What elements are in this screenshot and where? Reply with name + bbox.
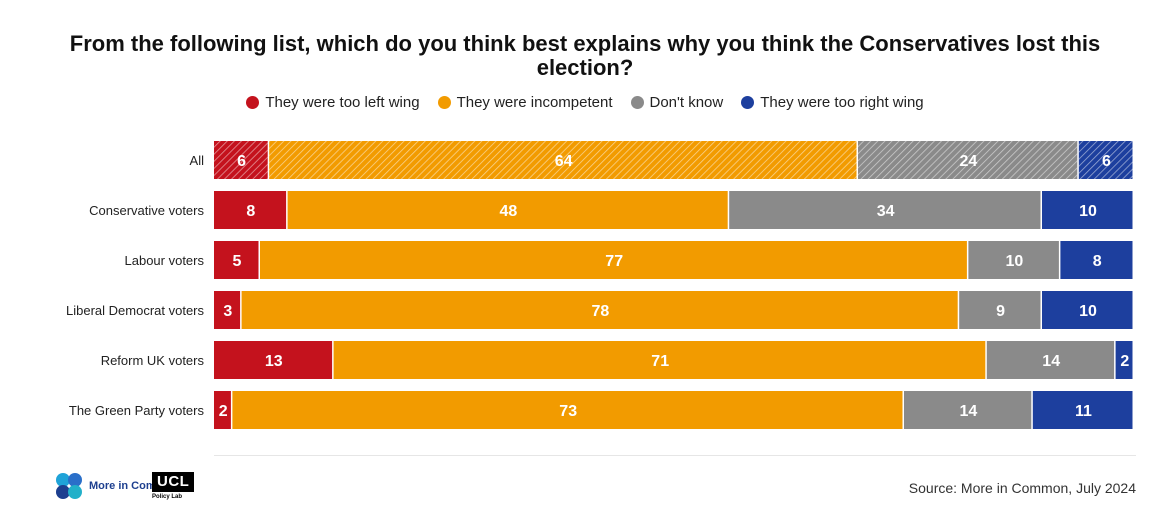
bar-segment bbox=[729, 191, 1041, 229]
data-label: 5 bbox=[233, 253, 242, 270]
bar-hatch bbox=[858, 141, 1078, 179]
bar-segment bbox=[287, 191, 728, 229]
data-label: 9 bbox=[996, 303, 1005, 320]
data-label: 24 bbox=[960, 153, 978, 170]
bar-segment bbox=[241, 291, 958, 329]
data-label: 77 bbox=[605, 253, 623, 270]
chart-title: From the following list, which do you th… bbox=[69, 31, 1101, 80]
legend-label: Don't know bbox=[649, 94, 724, 111]
legend-item: Don't know bbox=[630, 94, 724, 111]
data-label: 10 bbox=[1006, 253, 1024, 270]
ucl-policy-lab-logo: UCL Policy Lab bbox=[152, 472, 195, 500]
data-label: 2 bbox=[1120, 353, 1129, 370]
data-label: 3 bbox=[223, 303, 232, 320]
legend-item: They were too left wing bbox=[246, 94, 420, 111]
legend-label: They were too left wing bbox=[265, 94, 420, 111]
bar-hatch bbox=[1078, 141, 1133, 179]
category-label: Conservative voters bbox=[89, 203, 204, 218]
legend-swatch bbox=[246, 96, 260, 109]
data-label: 64 bbox=[555, 153, 573, 170]
bar-segment bbox=[1060, 241, 1133, 279]
bar-segment bbox=[1042, 291, 1133, 329]
bar-segment bbox=[968, 241, 1059, 279]
category-label: All bbox=[190, 153, 205, 168]
legend-item: They were too right wing bbox=[741, 94, 924, 111]
bar-segment bbox=[214, 391, 231, 429]
category-label: The Green Party voters bbox=[69, 403, 205, 418]
bar-segment bbox=[214, 191, 287, 229]
data-label: 14 bbox=[1042, 353, 1060, 370]
data-label: 6 bbox=[1102, 153, 1111, 170]
bars-group: All 6 64 24 6 Conservative voters 8 48 34 10 Labou… bbox=[66, 141, 1133, 429]
data-label: 6 bbox=[237, 153, 246, 170]
source-note: Source: More in Common, July 2024 bbox=[908, 480, 1136, 496]
bar-segment bbox=[1115, 341, 1133, 379]
bar-segment bbox=[333, 341, 986, 379]
bar-segment bbox=[904, 391, 1032, 429]
data-label: 14 bbox=[960, 403, 978, 420]
legend: They were too left wing They were incompe… bbox=[0, 94, 1170, 111]
legend-label: They were incompetent bbox=[456, 94, 613, 111]
bar-segment bbox=[214, 291, 241, 329]
data-label: 8 bbox=[246, 203, 255, 220]
bar-hatch bbox=[269, 141, 857, 179]
bar-segment bbox=[986, 341, 1115, 379]
data-label: 71 bbox=[651, 353, 669, 370]
category-label: Liberal Democrat voters bbox=[66, 303, 204, 318]
bar-segment bbox=[232, 391, 903, 429]
data-label: 8 bbox=[1093, 253, 1102, 270]
footer-divider bbox=[214, 455, 1136, 456]
bar-segment bbox=[214, 341, 333, 379]
legend-swatch bbox=[741, 96, 755, 109]
bar-segment bbox=[260, 241, 967, 279]
data-label: 10 bbox=[1079, 303, 1097, 320]
category-label: Labour voters bbox=[125, 253, 205, 268]
legend-swatch bbox=[630, 96, 644, 109]
ucl-logo-text: UCL bbox=[152, 472, 195, 492]
data-label: 10 bbox=[1079, 203, 1097, 220]
category-label: Reform UK voters bbox=[101, 353, 205, 368]
bar-segment bbox=[214, 241, 259, 279]
data-label: 13 bbox=[265, 353, 283, 370]
data-label: 78 bbox=[592, 303, 610, 320]
data-label: 48 bbox=[500, 203, 518, 220]
bar-segment bbox=[1032, 391, 1133, 429]
bar-segment bbox=[1042, 191, 1133, 229]
bar-hatch bbox=[214, 141, 268, 179]
data-label: 2 bbox=[219, 403, 228, 420]
ucl-logo-subtext: Policy Lab bbox=[152, 494, 183, 500]
data-label: 34 bbox=[877, 203, 895, 220]
data-label: 73 bbox=[559, 403, 577, 420]
bar-segment bbox=[959, 291, 1041, 329]
data-label: 11 bbox=[1075, 403, 1092, 420]
legend-label: They were too right wing bbox=[760, 94, 924, 111]
more-in-common-logo-icon bbox=[56, 473, 82, 499]
legend-swatch bbox=[437, 96, 451, 109]
legend-item: They were incompetent bbox=[437, 94, 613, 111]
